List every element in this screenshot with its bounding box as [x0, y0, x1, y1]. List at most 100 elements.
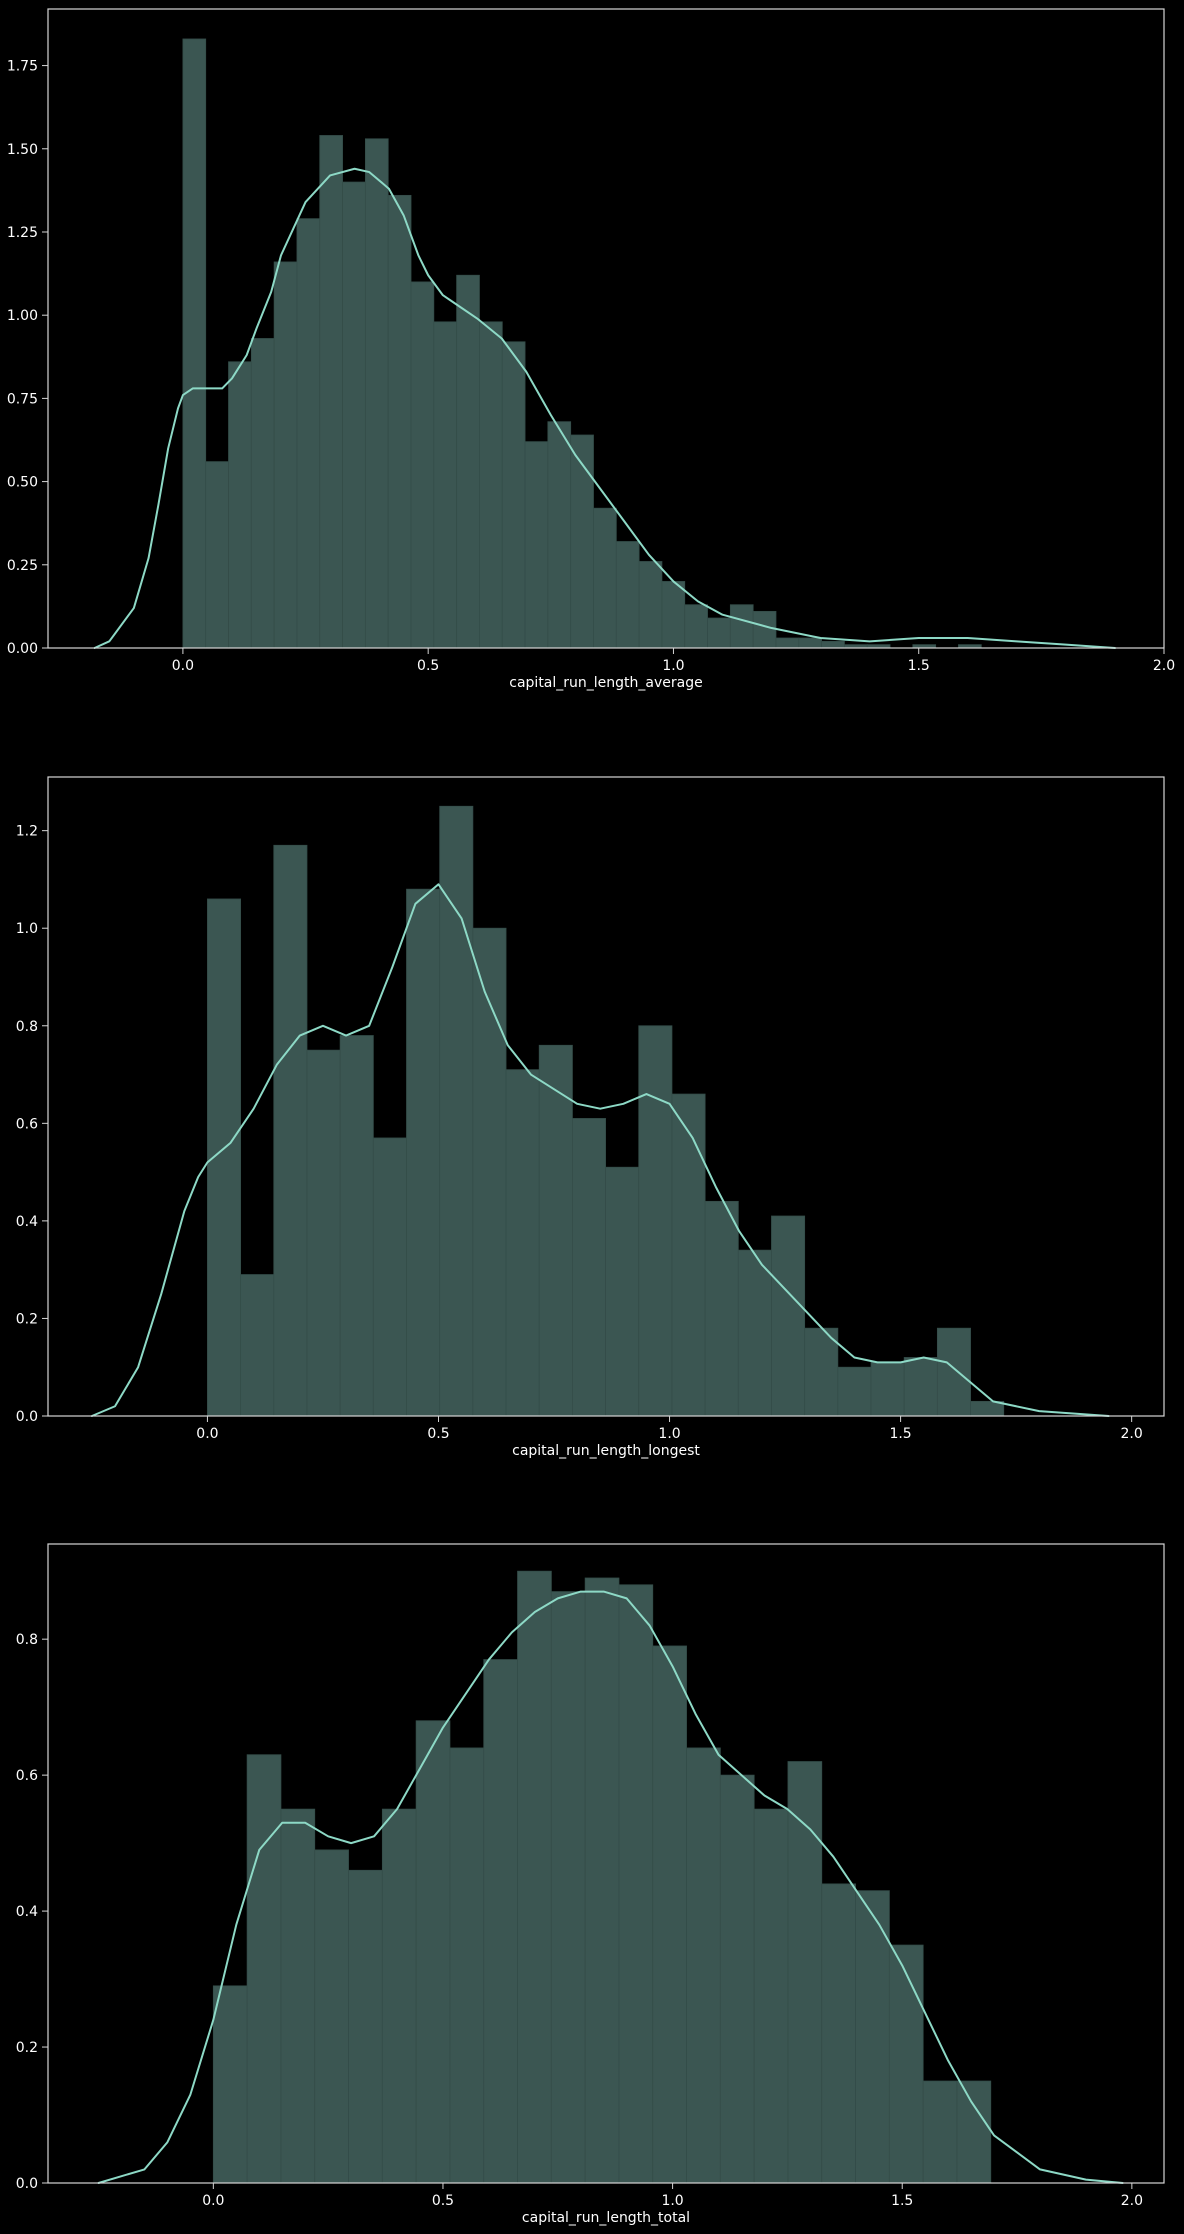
histogram-bar — [273, 844, 308, 1417]
y-tick-label: 0.8 — [16, 1632, 38, 1648]
histogram-bar — [296, 218, 321, 649]
histogram-bar — [936, 1327, 971, 1417]
histogram-bar — [439, 805, 474, 1417]
histogram-bar — [319, 135, 343, 649]
y-tick-label: 0.75 — [7, 391, 38, 407]
histogram-bar — [538, 1044, 573, 1417]
y-tick-label: 1.0 — [16, 921, 38, 937]
histogram-bar — [433, 321, 458, 649]
x-tick-label: 0.0 — [196, 1426, 218, 1442]
subplot-1: 0.0 0.5 1.0 1.5 2.0 0.00 0.25 0.50 0.75 1.00 1.25 1… — [7, 8, 1175, 691]
histogram-bar — [638, 561, 663, 649]
x-axis-label: capital_run_length_longest — [512, 1443, 700, 1459]
histogram-bar — [753, 1808, 789, 2184]
histogram-bar — [381, 1808, 417, 2184]
histogram-bar — [415, 1720, 451, 2184]
x-tick-label: 0.5 — [427, 1426, 449, 1442]
histogram-bar — [547, 421, 572, 649]
y-tick-label: 0.0 — [16, 1409, 38, 1425]
y-tick-label: 0.50 — [7, 475, 38, 491]
histogram-bar — [870, 1361, 905, 1417]
x-tick-label: 1.0 — [658, 1426, 680, 1442]
histogram-bar — [483, 1659, 518, 2184]
y-tick-label: 1.00 — [7, 308, 38, 324]
histogram-bar — [615, 541, 640, 649]
histogram-bar — [903, 1357, 938, 1417]
histogram-bar — [855, 1890, 890, 2184]
x-tick-label: 0.5 — [432, 2193, 454, 2209]
subplot-2: 0.0 0.5 1.0 1.5 2.0 0.0 0.2 0.4 0.6 0.8 1.0 1.2 capi… — [16, 776, 1165, 1459]
histogram-bar — [501, 341, 526, 649]
histogram-bar — [821, 1883, 856, 2184]
histogram-bar — [479, 321, 503, 649]
subplot-3: 0.0 0.5 1.0 1.5 2.0 0.0 0.2 0.4 0.6 0.8 capital_ru… — [16, 1543, 1165, 2226]
histogram-bar — [449, 1747, 485, 2184]
y-tick-label: 0.00 — [7, 641, 38, 657]
histogram-bar — [456, 274, 480, 649]
histogram-bar — [704, 1200, 739, 1417]
x-tick-label: 1.5 — [908, 658, 930, 674]
x-axis-label: capital_run_length_total — [522, 2210, 690, 2226]
x-tick-label: 0.5 — [417, 658, 439, 674]
y-tick-label: 0.0 — [16, 2176, 38, 2192]
histogram-bar — [212, 1985, 248, 2184]
histogram-bar — [798, 637, 822, 649]
y-tick-label: 0.2 — [16, 2040, 38, 2056]
axes-frame — [47, 776, 1165, 1417]
y-tick-label: 0.6 — [16, 1116, 38, 1132]
y-tick-label: 1.25 — [7, 225, 38, 241]
x-tick-label: 1.0 — [661, 2193, 683, 2209]
y-tick-label: 0.6 — [16, 1768, 38, 1784]
histogram-bar — [246, 1754, 282, 2184]
histogram-bar — [342, 181, 366, 649]
histogram-bar — [821, 640, 845, 649]
histogram-bar — [837, 1366, 872, 1417]
histogram-bar — [661, 581, 686, 649]
histogram-bar — [922, 2080, 958, 2184]
histogram-bar — [306, 1049, 341, 1417]
x-tick-label: 1.5 — [891, 2193, 913, 2209]
histogram-bar — [372, 1137, 407, 1417]
x-tick-label: 0.0 — [172, 658, 194, 674]
histogram-bar — [618, 1584, 654, 2184]
x-tick-label: 2.0 — [1153, 658, 1175, 674]
histogram-bar — [707, 617, 731, 649]
histogram-bar — [752, 610, 777, 649]
histogram-bar — [888, 1944, 924, 2184]
histogram-bar — [771, 1215, 806, 1417]
y-tick-label: 0.4 — [16, 1904, 38, 1920]
histogram-bar — [775, 637, 800, 649]
histogram-bar — [410, 281, 435, 649]
histogram-bar — [737, 1249, 772, 1417]
x-tick-label: 2.0 — [1121, 2193, 1143, 2209]
histogram-bar — [406, 888, 441, 1417]
histogram-bar — [339, 1035, 374, 1417]
histogram-bar — [686, 1747, 721, 2184]
histogram-bar — [671, 1093, 706, 1417]
axes-frame — [47, 1543, 1165, 2184]
y-tick-label: 0.25 — [7, 558, 38, 574]
histogram-bar — [684, 604, 708, 649]
x-tick-label: 1.5 — [889, 1426, 911, 1442]
histogram-bar — [572, 1118, 606, 1417]
histogram-bar — [182, 38, 207, 649]
histogram-bar — [524, 441, 549, 649]
kde-line — [93, 167, 1116, 649]
x-tick-label: 2.0 — [1121, 1426, 1143, 1442]
histogram-bar — [505, 1069, 540, 1417]
histogram-bar — [956, 2080, 992, 2184]
histogram-bar — [250, 338, 275, 649]
histogram-bar — [280, 1808, 316, 2184]
kde-line — [90, 883, 1110, 1417]
histogram-bar — [593, 507, 617, 649]
x-tick-label: 0.0 — [202, 2193, 224, 2209]
y-tick-label: 1.50 — [7, 142, 38, 158]
axes-frame — [47, 8, 1165, 649]
histogram-bar — [729, 604, 754, 649]
y-tick-label: 1.75 — [7, 59, 38, 75]
y-tick-label: 1.2 — [16, 824, 38, 840]
histogram-bar — [584, 1577, 620, 2184]
histogram-bar — [205, 461, 229, 649]
histogram-bar — [719, 1774, 755, 2184]
